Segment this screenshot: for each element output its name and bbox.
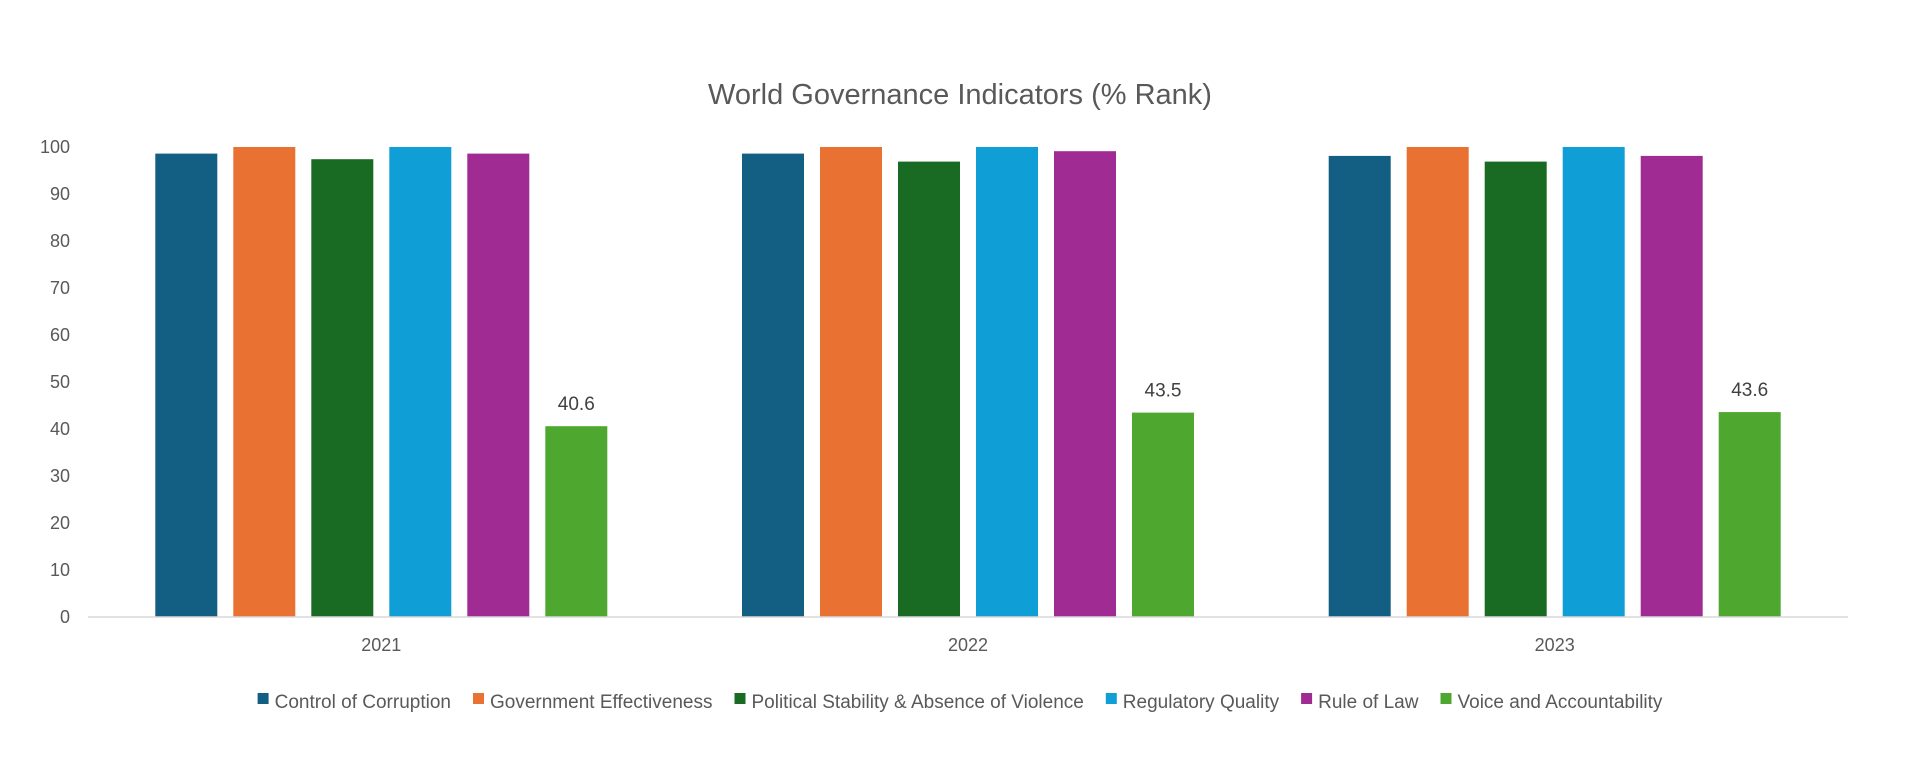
- bars-group: [155, 147, 1781, 617]
- legend-item-government-effectiveness[interactable]: Government Effectiveness: [473, 692, 712, 713]
- y-tick-label: 70: [50, 278, 70, 298]
- bar-2023-voice-and-accountability[interactable]: [1718, 412, 1781, 617]
- bar-2022-control-of-corruption[interactable]: [742, 153, 804, 617]
- bar-2023-regulatory-quality[interactable]: [1562, 147, 1625, 617]
- legend-label: Regulatory Quality: [1123, 692, 1280, 713]
- legend-item-voice-and-accountability[interactable]: Voice and Accountability: [1440, 692, 1663, 713]
- bar-2021-voice-and-accountability[interactable]: [545, 426, 608, 617]
- bar-2021-political-stability-absence-of-violence[interactable]: [311, 159, 374, 617]
- data-label: 43.5: [1145, 381, 1182, 402]
- bar-2023-rule-of-law[interactable]: [1640, 155, 1703, 617]
- legend-item-regulatory-quality[interactable]: Regulatory Quality: [1105, 692, 1280, 713]
- bar-2023-control-of-corruption[interactable]: [1328, 155, 1391, 617]
- legend-swatch: [734, 693, 746, 704]
- bar-2021-regulatory-quality[interactable]: [389, 147, 452, 617]
- data-label: 43.6: [1731, 380, 1768, 401]
- y-tick-label: 50: [50, 372, 70, 392]
- legend-swatch: [257, 693, 269, 704]
- y-tick-label: 90: [50, 184, 70, 204]
- bar-2021-control-of-corruption[interactable]: [155, 153, 218, 617]
- bar-2022-regulatory-quality[interactable]: [976, 147, 1038, 617]
- legend-label: Political Stability & Absence of Violenc…: [752, 692, 1084, 713]
- bar-2022-political-stability-absence-of-violence[interactable]: [898, 161, 960, 617]
- x-tick-label: 2022: [948, 635, 988, 655]
- chart-title: World Governance Indicators (% Rank): [708, 79, 1212, 111]
- legend-item-rule-of-law[interactable]: Rule of Law: [1301, 692, 1419, 713]
- x-tick-label: 2023: [1535, 635, 1575, 655]
- legend-label: Control of Corruption: [275, 692, 451, 713]
- bar-2022-government-effectiveness[interactable]: [820, 147, 882, 617]
- legend-item-control-of-corruption[interactable]: Control of Corruption: [257, 692, 451, 713]
- bar-2022-voice-and-accountability[interactable]: [1132, 412, 1194, 617]
- x-tick-label: 2021: [361, 635, 401, 655]
- data-labels-group: 40.6 43.5 43.6: [558, 380, 1768, 415]
- legend-label: Government Effectiveness: [490, 692, 712, 713]
- data-label: 40.6: [558, 394, 595, 415]
- legend-swatch: [1105, 693, 1117, 704]
- y-tick-label: 20: [50, 513, 70, 533]
- y-tick-label: 80: [50, 231, 70, 251]
- y-axis: 0 10 20 30 40 50 60 70 80 90 100: [40, 137, 70, 627]
- legend-label: Rule of Law: [1318, 692, 1419, 713]
- legend-label: Voice and Accountability: [1458, 692, 1663, 713]
- y-tick-label: 60: [50, 325, 70, 345]
- legend-item-political-stability-absence-of-violence[interactable]: Political Stability & Absence of Violenc…: [734, 692, 1084, 713]
- legend[interactable]: Control of Corruption Government Effectiv…: [257, 692, 1663, 713]
- bar-2023-political-stability-absence-of-violence[interactable]: [1484, 161, 1547, 617]
- legend-swatch: [473, 693, 484, 704]
- y-tick-label: 100: [40, 137, 70, 157]
- legend-swatch: [1301, 693, 1313, 704]
- bar-2022-rule-of-law[interactable]: [1054, 151, 1116, 617]
- bar-2021-rule-of-law[interactable]: [467, 153, 530, 617]
- y-tick-label: 30: [50, 466, 70, 486]
- y-tick-label: 10: [50, 560, 70, 580]
- x-axis: 2021 2022 2023: [361, 635, 1574, 655]
- y-tick-label: 40: [50, 419, 70, 439]
- legend-swatch: [1440, 693, 1452, 704]
- y-tick-label: 0: [60, 607, 70, 627]
- bar-2023-government-effectiveness[interactable]: [1406, 147, 1469, 617]
- bar-2021-government-effectiveness[interactable]: [233, 147, 296, 617]
